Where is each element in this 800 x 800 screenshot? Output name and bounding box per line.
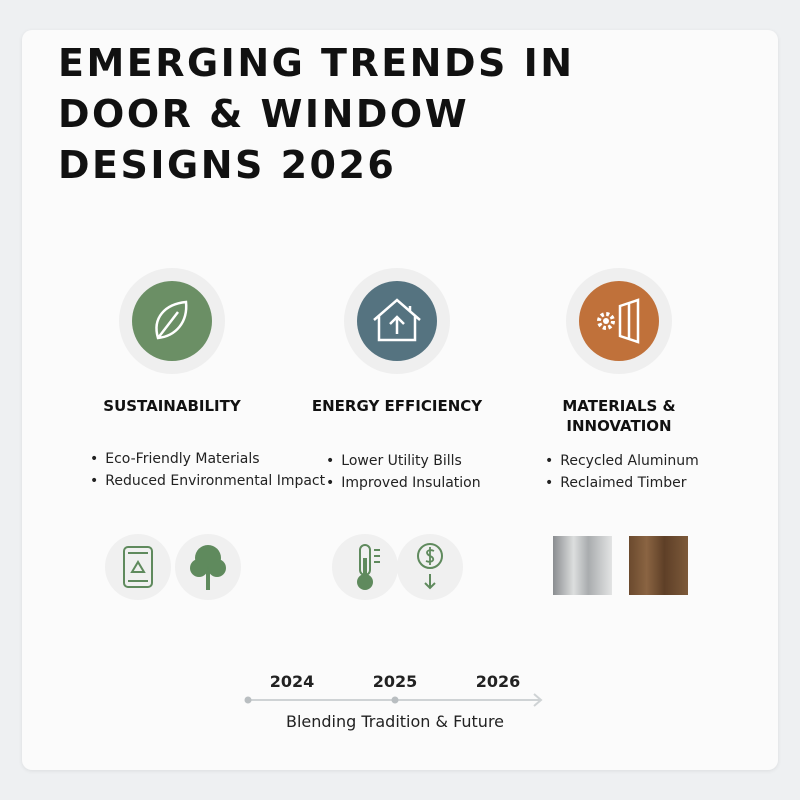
timeline-year: 2025 bbox=[372, 672, 418, 691]
card bbox=[22, 30, 778, 770]
bullet: Lower Utility Bills bbox=[326, 453, 462, 469]
column-heading: SUSTAINABILITY bbox=[103, 397, 241, 415]
bullet: Reclaimed Timber bbox=[545, 475, 686, 491]
timeline-year: 2026 bbox=[475, 672, 521, 691]
timeline-line bbox=[244, 693, 543, 707]
tree-icon bbox=[175, 534, 241, 600]
timeline-caption: Blending Tradition & Future bbox=[285, 712, 505, 731]
timber-swatch bbox=[629, 536, 688, 595]
bullet: Recycled Aluminum bbox=[545, 453, 698, 469]
aluminum-swatch bbox=[553, 536, 612, 595]
thermometer-icon bbox=[332, 534, 398, 600]
bullet: Reduced Environmental Impact bbox=[90, 473, 325, 489]
title: EMERGING TRENDS IN DOOR & WINDOW DESIGNS… bbox=[58, 41, 575, 187]
energy-icon bbox=[344, 268, 450, 374]
savings-icon bbox=[397, 534, 463, 600]
bullet: Improved Insulation bbox=[326, 475, 480, 491]
bullet: Eco-Friendly Materials bbox=[90, 451, 259, 467]
sustainability-icon bbox=[119, 268, 225, 374]
materials-icon bbox=[566, 268, 672, 374]
timeline-year: 2024 bbox=[269, 672, 315, 691]
column-heading: ENERGY EFFICIENCY bbox=[311, 397, 483, 415]
recycle-can-icon bbox=[105, 534, 171, 600]
column-heading: MATERIALS & INNOVATION bbox=[562, 397, 676, 435]
